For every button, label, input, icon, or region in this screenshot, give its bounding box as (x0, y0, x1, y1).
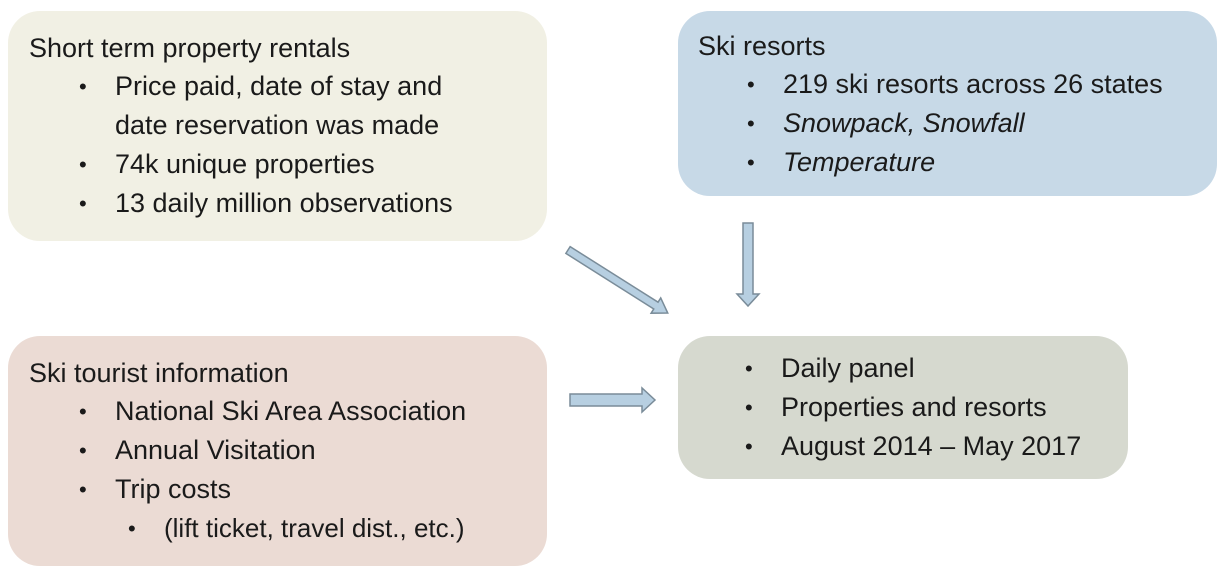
tourist-box: Ski tourist information • National Ski Ar… (8, 336, 547, 566)
bullet-icon: • (128, 516, 136, 541)
list-item: • Snowpack, Snowfall (747, 104, 1163, 143)
bullet-icon: • (745, 434, 753, 459)
bullet-icon: • (747, 111, 755, 136)
list-item: • August 2014 – May 2017 (745, 427, 1081, 466)
bullet-icon: • (745, 395, 753, 420)
bullet-icon: • (79, 477, 87, 502)
list-item: • Daily panel (745, 349, 1081, 388)
bullet-icon: • (79, 399, 87, 424)
list-item: • 74k unique properties (79, 145, 453, 184)
bullet-icon: • (79, 438, 87, 463)
bullet-icon: • (745, 356, 753, 381)
tourist-list: • National Ski Area Association • Annual V… (79, 392, 466, 509)
list-item: • Properties and resorts (745, 388, 1081, 427)
bullet-icon: • (79, 74, 87, 99)
list-item: • Temperature (747, 143, 1163, 182)
rentals-title: Short term property rentals (29, 33, 351, 63)
arrow-right-icon (564, 245, 669, 314)
list-item-continuation: date reservation was made (115, 110, 440, 140)
bullet-icon: • (79, 191, 87, 216)
bullet-icon: • (79, 152, 87, 177)
list-item: • Price paid, date of stay and (79, 67, 453, 106)
resorts-box: Ski resorts • 219 ski resorts across 26 s… (678, 11, 1217, 196)
arrow-down-icon (735, 222, 761, 308)
resorts-title: Ski resorts (698, 31, 826, 61)
panel-list: • Daily panel • Properties and resorts • Au… (745, 349, 1081, 466)
list-item: • (lift ticket, travel dist., etc.) (128, 509, 465, 548)
bullet-icon: • (747, 150, 755, 175)
resorts-list: • 219 ski resorts across 26 states • Snowp… (747, 65, 1163, 182)
list-item: • National Ski Area Association (79, 392, 466, 431)
panel-box: • Daily panel • Properties and resorts • Au… (678, 336, 1128, 479)
arrow-right-icon (569, 386, 657, 414)
list-item: • 13 daily million observations (79, 184, 453, 223)
bullet-icon: • (747, 72, 755, 97)
list-item: • Trip costs (79, 470, 466, 509)
arrow-rentals-to-panel (564, 245, 669, 314)
tourist-sub-list: • (lift ticket, travel dist., etc.) (128, 509, 465, 548)
list-item: • 219 ski resorts across 26 states (747, 65, 1163, 104)
rentals-box: Short term property rentals • Price paid,… (8, 11, 547, 241)
list-item: • Annual Visitation (79, 431, 466, 470)
tourist-title: Ski tourist information (29, 358, 289, 388)
rentals-list: • Price paid, date of stay and date reser… (79, 67, 453, 223)
